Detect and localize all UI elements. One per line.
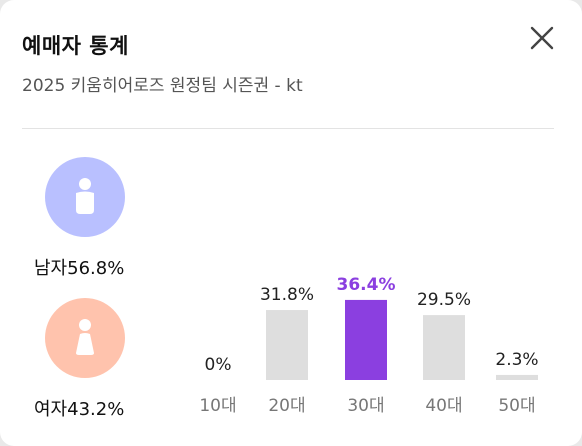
close-icon <box>530 26 554 50</box>
category-label: 20대 <box>268 396 305 416</box>
modal-title: 예매자 통계 <box>22 34 129 58</box>
bar-50대 <box>496 374 538 380</box>
male-avatar <box>45 157 125 237</box>
bar-40대 <box>423 315 465 380</box>
bar-value-label: 29.5% <box>417 290 471 310</box>
female-label: 여자 <box>34 399 68 420</box>
female-stat: 여자43.2% <box>34 395 124 421</box>
bar-value-label: 31.8% <box>260 285 314 305</box>
female-avatar <box>45 298 125 378</box>
male-label: 남자 <box>34 258 68 279</box>
bar-value-label: 0% <box>205 355 232 375</box>
male-percent: 56.8% <box>67 258 125 279</box>
category-label: 30대 <box>347 396 384 416</box>
header-divider <box>22 128 554 129</box>
female-percent: 43.2% <box>67 399 125 420</box>
bar-value-label: 2.3% <box>495 350 538 370</box>
category-label: 10대 <box>199 396 236 416</box>
bar-30대 <box>345 299 387 380</box>
female-person-icon <box>76 319 94 355</box>
male-person-icon <box>76 178 94 214</box>
modal-subtitle: 2025 키움히어로즈 원정팀 시즌권 - kt <box>22 76 303 96</box>
male-stat: 남자56.8% <box>34 254 124 280</box>
bar-20대 <box>266 310 308 380</box>
bar-value-label: 36.4% <box>337 275 396 295</box>
age-distribution-chart: 0% 10대 31.8% 20대 36.4% 30대 29.5% 40대 2.3% 50대 <box>199 275 538 416</box>
close-button[interactable] <box>526 22 558 54</box>
category-label: 40대 <box>425 396 462 416</box>
category-label: 50대 <box>498 396 535 416</box>
